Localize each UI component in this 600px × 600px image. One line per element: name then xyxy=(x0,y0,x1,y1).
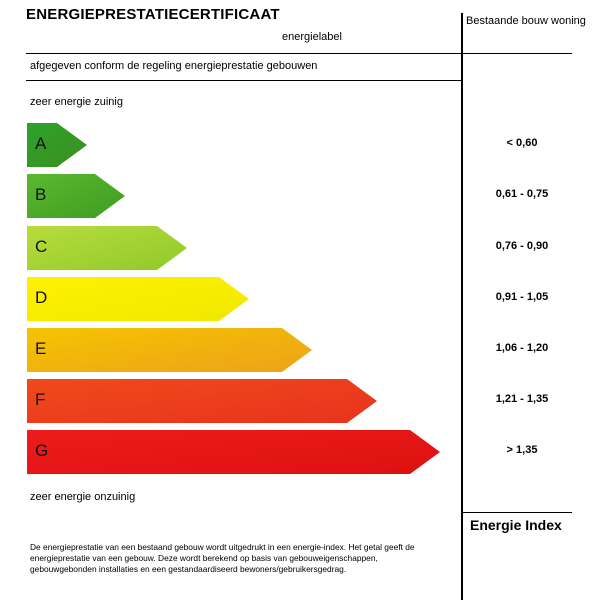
certificate-title: ENERGIEPRESTATIECERTIFICAAT xyxy=(26,6,280,23)
label-range-a: < 0,60 xyxy=(506,137,538,149)
label-arrow-shape xyxy=(27,226,187,270)
label-letter: C xyxy=(35,237,48,256)
label-range-b: 0,61 - 0,75 xyxy=(495,188,549,200)
conform-divider xyxy=(26,80,462,81)
label-arrow-shape xyxy=(27,123,87,167)
label-range-f: 1,21 - 1,35 xyxy=(495,393,549,405)
scale-top-label: zeer energie zuinig xyxy=(30,96,123,108)
energy-label-d: D xyxy=(27,277,249,321)
label-range-e: 1,06 - 1,20 xyxy=(495,342,549,354)
energielabel-caption: energielabel xyxy=(282,31,342,43)
label-range-c: 0,76 - 0,90 xyxy=(495,240,549,252)
top-divider xyxy=(26,53,572,54)
energie-index-label: Energie Index xyxy=(470,517,562,533)
label-letter: A xyxy=(35,134,47,153)
label-arrow-shape xyxy=(27,430,440,474)
description-text: De energieprestatie van een bestaand geb… xyxy=(30,542,415,575)
scale-bottom-label: zeer energie onzuinig xyxy=(30,491,136,503)
energy-label-g: G xyxy=(27,430,440,474)
column-heading: Bestaande bouw woning xyxy=(466,15,586,27)
conform-text: afgegeven conform de regeling energiepre… xyxy=(30,60,318,72)
label-letter: D xyxy=(35,288,48,307)
label-range-d: 0,91 - 1,05 xyxy=(495,291,549,303)
energy-label-a: A xyxy=(27,123,87,167)
energy-label-f: F xyxy=(27,379,377,423)
energy-label-c: C xyxy=(27,226,187,270)
label-letter: G xyxy=(35,441,49,460)
label-range-g: > 1,35 xyxy=(506,444,538,456)
label-letter: E xyxy=(35,339,47,358)
index-divider xyxy=(462,512,572,513)
label-arrow-shape xyxy=(27,277,249,321)
label-letter: F xyxy=(35,390,46,409)
label-arrow-shape xyxy=(27,174,125,218)
label-arrow-shape xyxy=(27,379,377,423)
energy-label-e: E xyxy=(27,328,312,372)
vertical-divider xyxy=(461,13,463,600)
label-letter: B xyxy=(35,185,47,204)
energy-label-b: B xyxy=(27,174,125,218)
label-arrow-shape xyxy=(27,328,312,372)
